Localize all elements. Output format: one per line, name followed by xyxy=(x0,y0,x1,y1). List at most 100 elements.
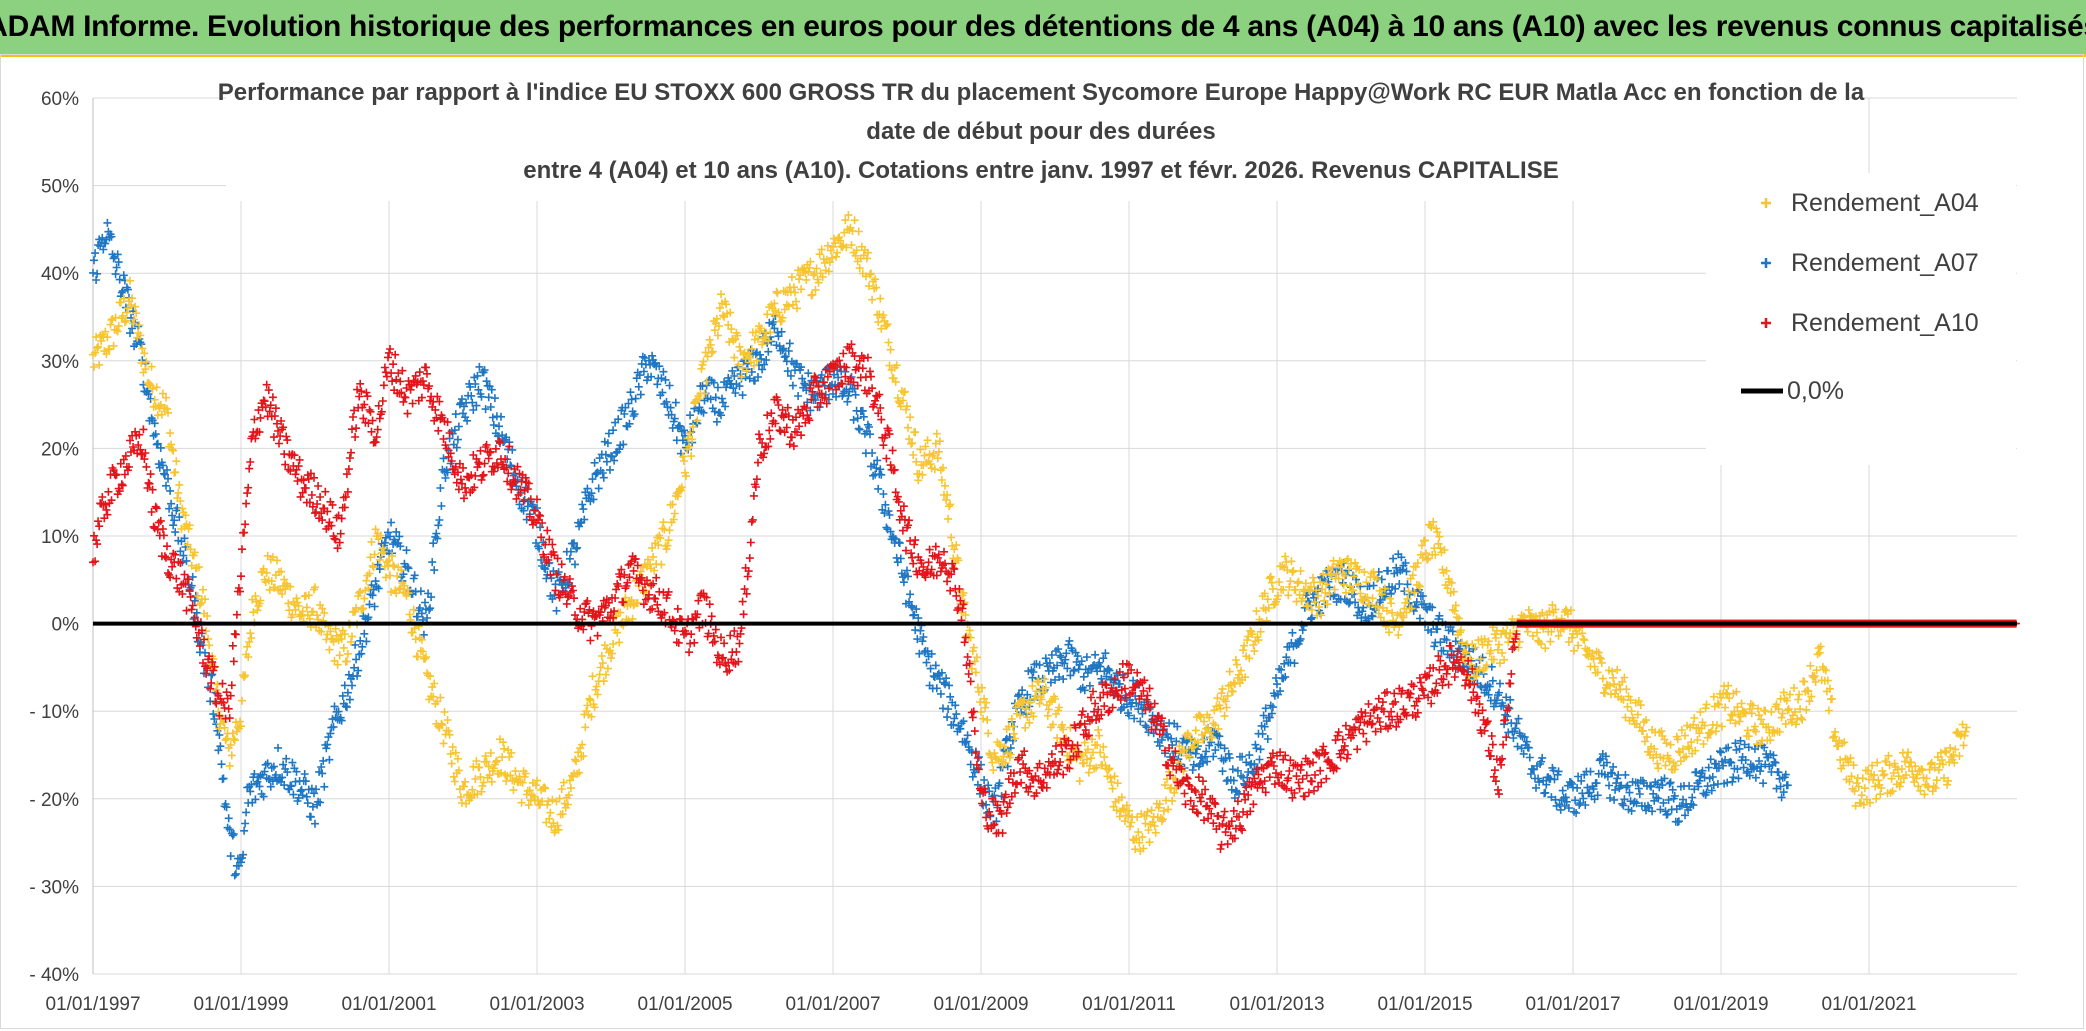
data-point xyxy=(943,713,952,722)
data-point xyxy=(365,600,374,609)
data-point xyxy=(905,516,914,525)
data-point xyxy=(298,791,307,800)
data-point xyxy=(1108,784,1117,793)
data-point xyxy=(1113,779,1122,788)
data-point xyxy=(709,378,718,387)
data-point xyxy=(1080,686,1089,695)
data-point xyxy=(239,850,248,859)
data-point xyxy=(92,332,101,341)
data-point xyxy=(886,527,895,536)
data-point xyxy=(268,553,277,562)
data-point xyxy=(1879,771,1888,780)
data-point xyxy=(1252,744,1261,753)
data-point xyxy=(535,544,544,553)
data-point xyxy=(1329,592,1338,601)
data-point xyxy=(895,539,904,548)
data-point xyxy=(1249,800,1258,809)
data-point xyxy=(1229,776,1238,785)
data-point xyxy=(1214,811,1223,820)
data-point xyxy=(1073,652,1082,661)
data-point xyxy=(634,382,643,391)
data-point xyxy=(886,345,895,354)
data-point xyxy=(232,610,241,619)
data-point xyxy=(629,566,638,575)
data-point xyxy=(859,412,868,421)
data-point xyxy=(941,680,949,689)
data-point xyxy=(1200,816,1208,825)
data-point xyxy=(1201,752,1210,761)
data-point xyxy=(403,409,412,418)
data-point xyxy=(269,762,278,771)
data-point xyxy=(963,731,972,740)
data-point xyxy=(956,724,965,733)
data-point xyxy=(1537,757,1546,766)
data-point xyxy=(115,275,124,284)
data-point xyxy=(877,470,886,479)
data-point xyxy=(983,715,992,724)
data-point xyxy=(369,563,378,572)
data-point xyxy=(226,852,235,861)
data-point xyxy=(946,500,955,509)
x-tick-label: 01/01/2013 xyxy=(1229,994,1324,1015)
data-point xyxy=(1592,779,1601,787)
data-point xyxy=(1342,754,1351,763)
data-point xyxy=(590,458,599,467)
data-point xyxy=(655,362,664,371)
data-point xyxy=(1415,614,1424,623)
data-point xyxy=(359,604,368,613)
data-point xyxy=(665,381,674,390)
data-point xyxy=(109,341,118,350)
data-point xyxy=(417,609,426,618)
data-point xyxy=(541,565,550,574)
data-point xyxy=(244,653,253,661)
data-point xyxy=(335,651,344,660)
data-point xyxy=(1663,810,1672,819)
data-point xyxy=(1387,589,1396,598)
data-point xyxy=(1310,786,1318,795)
data-point xyxy=(497,412,505,421)
data-point xyxy=(1079,672,1088,681)
data-point xyxy=(515,500,524,509)
data-point xyxy=(326,729,335,738)
data-point xyxy=(292,767,301,776)
data-point xyxy=(1448,627,1457,636)
data-point xyxy=(851,390,860,399)
data-point xyxy=(302,603,311,612)
data-point xyxy=(904,572,912,581)
data-point xyxy=(995,779,1004,788)
data-point xyxy=(1062,649,1071,658)
data-point xyxy=(415,368,424,377)
data-point xyxy=(437,502,446,510)
data-point xyxy=(181,511,190,520)
data-point xyxy=(297,612,306,620)
data-point xyxy=(1556,805,1565,814)
data-point xyxy=(152,504,161,513)
data-point xyxy=(172,574,181,583)
data-point xyxy=(1268,584,1277,593)
data-point xyxy=(940,678,948,687)
y-tick-label: 30% xyxy=(41,352,79,373)
data-point xyxy=(858,364,867,373)
data-point xyxy=(352,655,361,664)
data-point xyxy=(1059,675,1068,684)
data-point xyxy=(378,397,387,405)
data-point xyxy=(1774,768,1783,777)
data-point xyxy=(802,275,811,284)
data-point xyxy=(1055,673,1064,681)
data-point xyxy=(178,504,187,513)
data-point xyxy=(404,564,413,573)
x-tick-label: 01/01/2005 xyxy=(637,994,732,1015)
data-point xyxy=(338,691,347,700)
data-point xyxy=(903,566,911,575)
data-point xyxy=(1369,581,1378,590)
data-point xyxy=(615,445,624,454)
data-point xyxy=(144,390,153,399)
data-point xyxy=(1570,646,1578,655)
data-point xyxy=(1091,650,1100,659)
data-point xyxy=(517,798,526,807)
data-point xyxy=(795,275,804,284)
data-point xyxy=(1462,641,1471,650)
data-point xyxy=(1623,781,1632,790)
data-point xyxy=(855,425,864,434)
data-point xyxy=(1542,780,1551,789)
